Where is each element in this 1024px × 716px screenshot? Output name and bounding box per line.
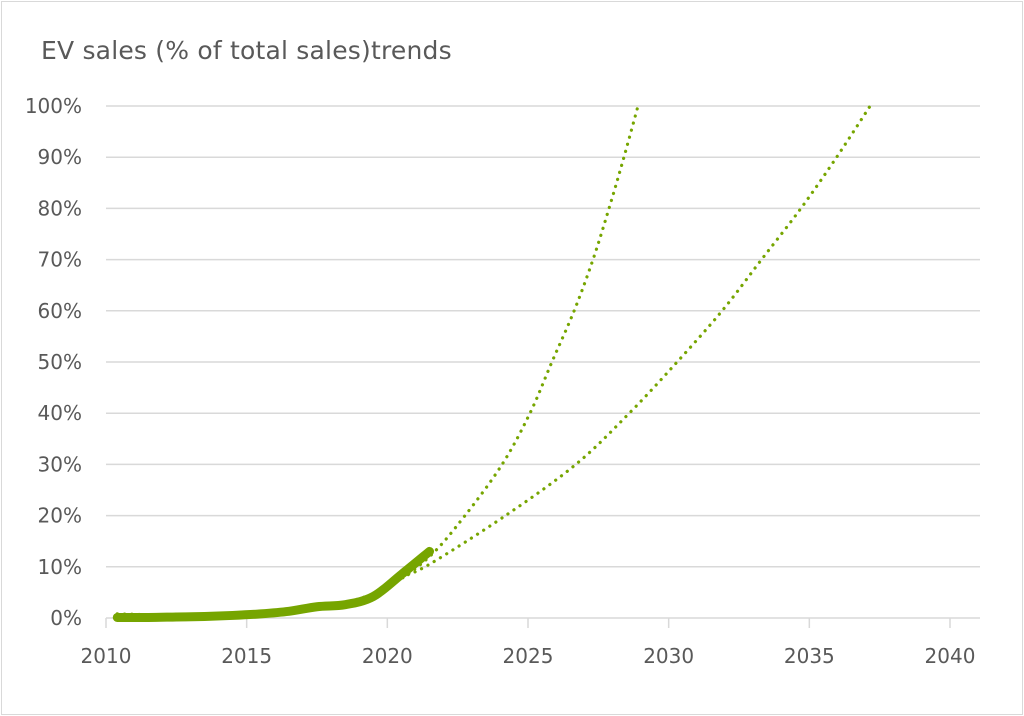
y-tick-label: 40% — [38, 401, 82, 425]
series-layer — [112, 104, 872, 623]
chart-title: EV sales (% of total sales)trends — [41, 36, 452, 65]
trend-line-2 — [399, 104, 872, 579]
actual-sales-line — [112, 546, 435, 623]
x-tick-label: 2020 — [362, 644, 413, 668]
x-tick-label: 2015 — [221, 644, 272, 668]
y-tick-label: 50% — [38, 350, 82, 374]
y-tick-label: 80% — [38, 196, 82, 220]
y-tick-label: 30% — [38, 452, 82, 476]
x-tick-label: 2030 — [643, 644, 694, 668]
axes: 0% 10% 20% 30% 40% 50% 60% 70% 80% 90% 100% 2010 201… — [25, 94, 980, 668]
x-tick-label: 2025 — [503, 644, 554, 668]
y-tick-label: 20% — [38, 504, 82, 528]
x-tick-label: 2040 — [925, 644, 976, 668]
y-tick-label: 100% — [25, 94, 82, 118]
x-tick-label: 2035 — [784, 644, 835, 668]
trend-line-1 — [115, 104, 640, 618]
y-tick-label: 70% — [38, 248, 82, 272]
gridlines — [106, 105, 980, 568]
x-tick-label: 2010 — [81, 644, 132, 668]
y-tick-label: 90% — [38, 145, 82, 169]
y-tick-label: 0% — [50, 606, 82, 630]
y-tick-label: 60% — [38, 299, 82, 323]
y-tick-label: 10% — [38, 555, 82, 579]
